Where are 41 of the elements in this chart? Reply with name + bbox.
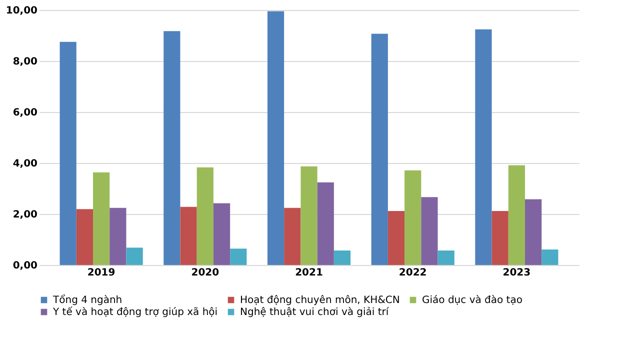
bar xyxy=(388,210,405,265)
y-tick-label: 8,00 xyxy=(12,56,38,68)
bar xyxy=(93,172,110,265)
y-tick-label: 10,00 xyxy=(6,6,38,16)
legend-label: Giáo dục và đào tạo xyxy=(422,295,522,306)
bar xyxy=(542,249,558,265)
legend-label: Hoạt động chuyên môn, KH&CN xyxy=(240,295,400,306)
legend-label: Y tế và hoạt động trợ giúp xã hội xyxy=(52,306,218,318)
bar xyxy=(371,34,388,265)
bar xyxy=(196,167,214,265)
bar xyxy=(213,203,230,265)
bar xyxy=(492,210,508,265)
bar xyxy=(508,165,525,265)
bar xyxy=(525,199,542,265)
bar xyxy=(60,42,76,265)
y-tick-label: 2,00 xyxy=(12,210,38,220)
bar xyxy=(76,209,93,265)
x-tick-label: 2019 xyxy=(87,268,116,278)
bar xyxy=(180,206,197,265)
bar xyxy=(438,250,454,265)
bar xyxy=(267,11,284,265)
bar xyxy=(334,250,351,265)
x-tick-label: 2022 xyxy=(398,268,427,278)
legend-label: Tổng 4 ngành xyxy=(52,294,122,306)
y-tick-label: 6,00 xyxy=(12,108,38,118)
bar xyxy=(475,29,492,265)
x-tick-label: 2021 xyxy=(295,268,323,278)
bar xyxy=(126,248,143,265)
bar xyxy=(110,208,126,265)
legend-label: Nghệ thuật vui chơi và giải trí xyxy=(240,306,390,318)
bar xyxy=(317,182,334,265)
y-tick-label: 4,00 xyxy=(12,158,38,170)
bar xyxy=(421,197,438,265)
bar xyxy=(164,31,180,265)
x-tick-label: 2020 xyxy=(191,268,220,278)
bar xyxy=(404,170,422,265)
bar xyxy=(230,248,247,265)
x-tick-label: 2023 xyxy=(502,268,531,278)
bar xyxy=(284,208,301,265)
y-tick-label: 0,00 xyxy=(12,260,38,272)
bar xyxy=(300,166,318,265)
